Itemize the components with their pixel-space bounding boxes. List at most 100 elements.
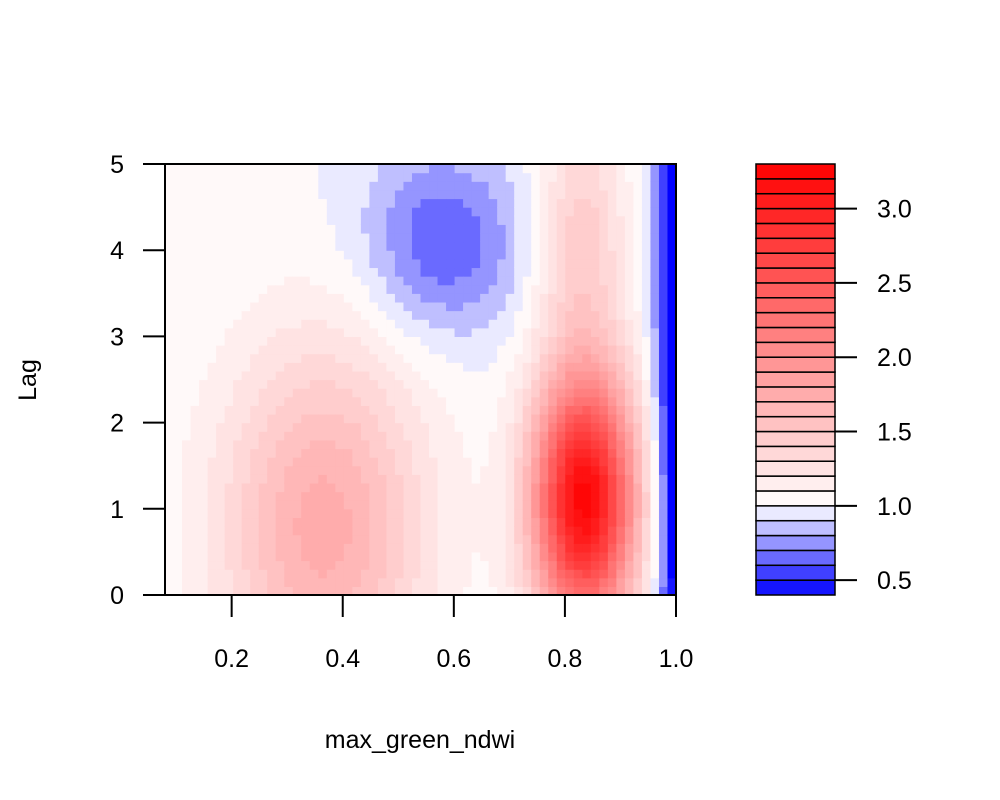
- heatmap-cell: [607, 284, 617, 294]
- heatmap-cell: [437, 586, 447, 596]
- heatmap-cell: [360, 362, 370, 372]
- heatmap-cell: [522, 189, 532, 200]
- heatmap-cell: [437, 405, 447, 415]
- heatmap-cell: [394, 508, 405, 519]
- heatmap-cell: [463, 474, 473, 484]
- heatmap-cell: [514, 517, 524, 527]
- heatmap-cell: [573, 577, 583, 587]
- heatmap-cell: [173, 474, 183, 484]
- heatmap-cell: [292, 164, 302, 174]
- heatmap-cell: [497, 457, 507, 467]
- heatmap-cell: [309, 500, 319, 510]
- heatmap-cell: [531, 293, 541, 303]
- heatmap-cell: [480, 508, 490, 519]
- heatmap-cell: [343, 474, 353, 484]
- heatmap-cell: [641, 551, 652, 562]
- heatmap-cell: [548, 526, 558, 536]
- heatmap-cell: [267, 439, 277, 450]
- heatmap-cell: [522, 370, 532, 381]
- heatmap-cell: [241, 379, 251, 389]
- heatmap-cell: [616, 181, 626, 191]
- heatmap-cell: [650, 336, 660, 346]
- heatmap-cell: [190, 258, 200, 269]
- heatmap-cell: [607, 250, 617, 260]
- heatmap-cell: [607, 526, 617, 536]
- heatmap-cell: [488, 388, 498, 398]
- heatmap-cell: [267, 465, 277, 475]
- heatmap-cell: [565, 267, 575, 277]
- heatmap-cell: [267, 517, 277, 527]
- heatmap-cell: [394, 224, 405, 234]
- heatmap-cell: [207, 370, 217, 381]
- heatmap-cell: [309, 224, 319, 234]
- heatmap-cell: [394, 396, 405, 406]
- heatmap-cell: [429, 388, 439, 398]
- heatmap-cell: [275, 569, 285, 579]
- heatmap-cell: [650, 560, 660, 570]
- heatmap-cell: [377, 508, 388, 519]
- heatmap-cell: [522, 517, 532, 527]
- heatmap-cell: [446, 405, 456, 415]
- heatmap-cell: [343, 198, 353, 208]
- heatmap-cell: [514, 396, 524, 406]
- heatmap-cell: [446, 250, 456, 260]
- heatmap-cell: [548, 353, 558, 363]
- heatmap-cell: [224, 517, 234, 527]
- heatmap-cell: [216, 207, 226, 217]
- heatmap-cell: [250, 293, 260, 303]
- heatmap-cell: [386, 241, 396, 251]
- heatmap-cell: [216, 517, 226, 527]
- heatmap-cell: [216, 534, 226, 544]
- heatmap-cell: [658, 310, 669, 320]
- heatmap-cell: [403, 232, 413, 243]
- heatmap-cell: [667, 224, 677, 234]
- heatmap-cell: [258, 500, 268, 510]
- heatmap-cell: [284, 362, 294, 372]
- heatmap-cell: [437, 336, 447, 346]
- heatmap-cell: [420, 465, 430, 475]
- heatmap-cell: [394, 491, 405, 501]
- heatmap-cell: [582, 465, 592, 475]
- heatmap-cell: [182, 181, 192, 191]
- heatmap-cell: [326, 534, 336, 544]
- heatmap-cell: [165, 586, 175, 596]
- heatmap-cell: [624, 345, 635, 355]
- heatmap-cell: [275, 310, 285, 320]
- heatmap-cell: [539, 474, 549, 484]
- heatmap-cell: [182, 232, 192, 243]
- heatmap-cell: [539, 577, 549, 587]
- heatmap-cell: [531, 198, 541, 208]
- heatmap-cell: [352, 482, 362, 493]
- heatmap-cell: [633, 207, 643, 217]
- heatmap-cell: [326, 396, 336, 406]
- heatmap-cell: [335, 232, 345, 243]
- heatmap-cell: [216, 526, 226, 536]
- heatmap-cell: [522, 164, 532, 174]
- heatmap-cell: [658, 474, 669, 484]
- heatmap-cell: [258, 586, 268, 596]
- heatmap-cell: [454, 198, 464, 208]
- heatmap-cell: [284, 577, 294, 587]
- heatmap-cell: [207, 551, 217, 562]
- heatmap-cell: [514, 474, 524, 484]
- heatmap-cell: [250, 319, 260, 329]
- heatmap-cell: [437, 258, 447, 269]
- heatmap-cell: [429, 448, 439, 458]
- heatmap-cell: [505, 336, 515, 346]
- heatmap-cell: [343, 224, 353, 234]
- heatmap-cell: [386, 508, 396, 519]
- heatmap-cell: [403, 500, 413, 510]
- heatmap-cell: [182, 569, 192, 579]
- heatmap-cell: [267, 215, 277, 225]
- heatmap-cell: [429, 586, 439, 596]
- heatmap-cell: [309, 422, 319, 432]
- heatmap-cell: [556, 431, 566, 441]
- heatmap-cell: [199, 577, 209, 587]
- heatmap-cell: [173, 577, 183, 587]
- heatmap-cell: [190, 172, 200, 182]
- heatmap-cell: [326, 232, 336, 243]
- heatmap-cell: [335, 551, 345, 562]
- heatmap-cell: [505, 370, 515, 381]
- colorbar-swatch: [755, 386, 836, 403]
- heatmap-cell: [360, 181, 370, 191]
